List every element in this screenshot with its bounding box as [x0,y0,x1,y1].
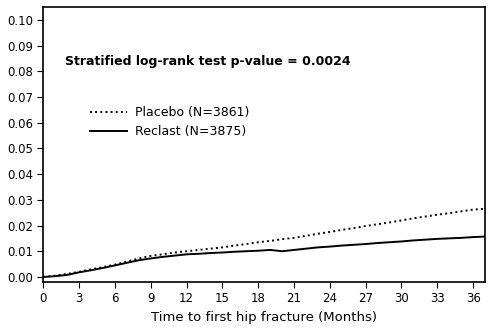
Placebo (N=3861) [267,239,273,243]
Reclast (N=3875) [40,275,46,279]
Placebo (N=3861) [231,244,237,248]
Placebo (N=3861) [399,218,404,222]
Reclast (N=3875) [88,268,94,272]
Reclast (N=3875) [375,241,381,245]
Reclast (N=3875) [351,243,357,247]
Reclast (N=3875) [255,249,261,253]
Placebo (N=3861) [136,257,142,260]
Placebo (N=3861) [375,222,381,226]
Line: Placebo (N=3861): Placebo (N=3861) [43,209,485,277]
Reclast (N=3875) [267,248,273,252]
Reclast (N=3875) [423,238,429,242]
Reclast (N=3875) [244,249,249,253]
Reclast (N=3875) [64,273,70,277]
Placebo (N=3861) [255,240,261,244]
Placebo (N=3861) [40,275,46,279]
Reclast (N=3875) [124,261,130,265]
Placebo (N=3861) [387,220,393,224]
Placebo (N=3861) [327,230,333,234]
Placebo (N=3861) [124,260,130,263]
Reclast (N=3875) [52,274,58,278]
Line: Reclast (N=3875): Reclast (N=3875) [43,237,485,277]
Reclast (N=3875) [136,258,142,262]
Placebo (N=3861) [458,210,464,213]
Placebo (N=3861) [363,224,369,228]
Placebo (N=3861) [184,249,189,253]
Reclast (N=3875) [196,252,202,256]
Reclast (N=3875) [387,240,393,244]
Reclast (N=3875) [231,250,237,254]
Reclast (N=3875) [363,242,369,246]
Reclast (N=3875) [208,251,214,255]
Placebo (N=3861) [446,211,452,215]
Placebo (N=3861) [423,214,429,218]
Placebo (N=3861) [291,236,297,240]
Reclast (N=3875) [76,270,82,274]
X-axis label: Time to first hip fracture (Months): Time to first hip fracture (Months) [151,311,377,324]
Placebo (N=3861) [160,252,166,256]
Placebo (N=3861) [339,228,345,232]
Reclast (N=3875) [219,251,225,255]
Reclast (N=3875) [279,249,285,253]
Reclast (N=3875) [100,266,106,270]
Reclast (N=3875) [458,236,464,240]
Text: Stratified log-rank test p-value = 0.0024: Stratified log-rank test p-value = 0.002… [65,56,351,69]
Reclast (N=3875) [315,245,321,249]
Placebo (N=3861) [303,234,309,238]
Placebo (N=3861) [88,267,94,271]
Reclast (N=3875) [291,248,297,252]
Reclast (N=3875) [446,236,452,240]
Reclast (N=3875) [339,244,345,248]
Reclast (N=3875) [399,239,404,243]
Placebo (N=3861) [148,254,154,258]
Placebo (N=3861) [172,251,178,255]
Placebo (N=3861) [64,272,70,276]
Reclast (N=3875) [470,235,476,239]
Placebo (N=3861) [410,216,416,220]
Placebo (N=3861) [315,232,321,236]
Reclast (N=3875) [303,247,309,251]
Reclast (N=3875) [434,237,440,241]
Reclast (N=3875) [160,255,166,259]
Legend: Placebo (N=3861), Reclast (N=3875): Placebo (N=3861), Reclast (N=3875) [85,101,254,144]
Reclast (N=3875) [410,238,416,242]
Placebo (N=3861) [76,270,82,274]
Placebo (N=3861) [100,265,106,269]
Placebo (N=3861) [279,237,285,241]
Reclast (N=3875) [172,254,178,258]
Reclast (N=3875) [148,257,154,260]
Reclast (N=3875) [482,235,488,239]
Placebo (N=3861) [112,262,118,266]
Placebo (N=3861) [244,242,249,246]
Placebo (N=3861) [434,213,440,217]
Placebo (N=3861) [52,274,58,278]
Placebo (N=3861) [219,245,225,249]
Placebo (N=3861) [351,226,357,230]
Placebo (N=3861) [208,247,214,251]
Placebo (N=3861) [196,248,202,252]
Reclast (N=3875) [184,252,189,256]
Placebo (N=3861) [470,208,476,212]
Reclast (N=3875) [112,263,118,267]
Reclast (N=3875) [327,245,333,249]
Placebo (N=3861) [482,207,488,211]
